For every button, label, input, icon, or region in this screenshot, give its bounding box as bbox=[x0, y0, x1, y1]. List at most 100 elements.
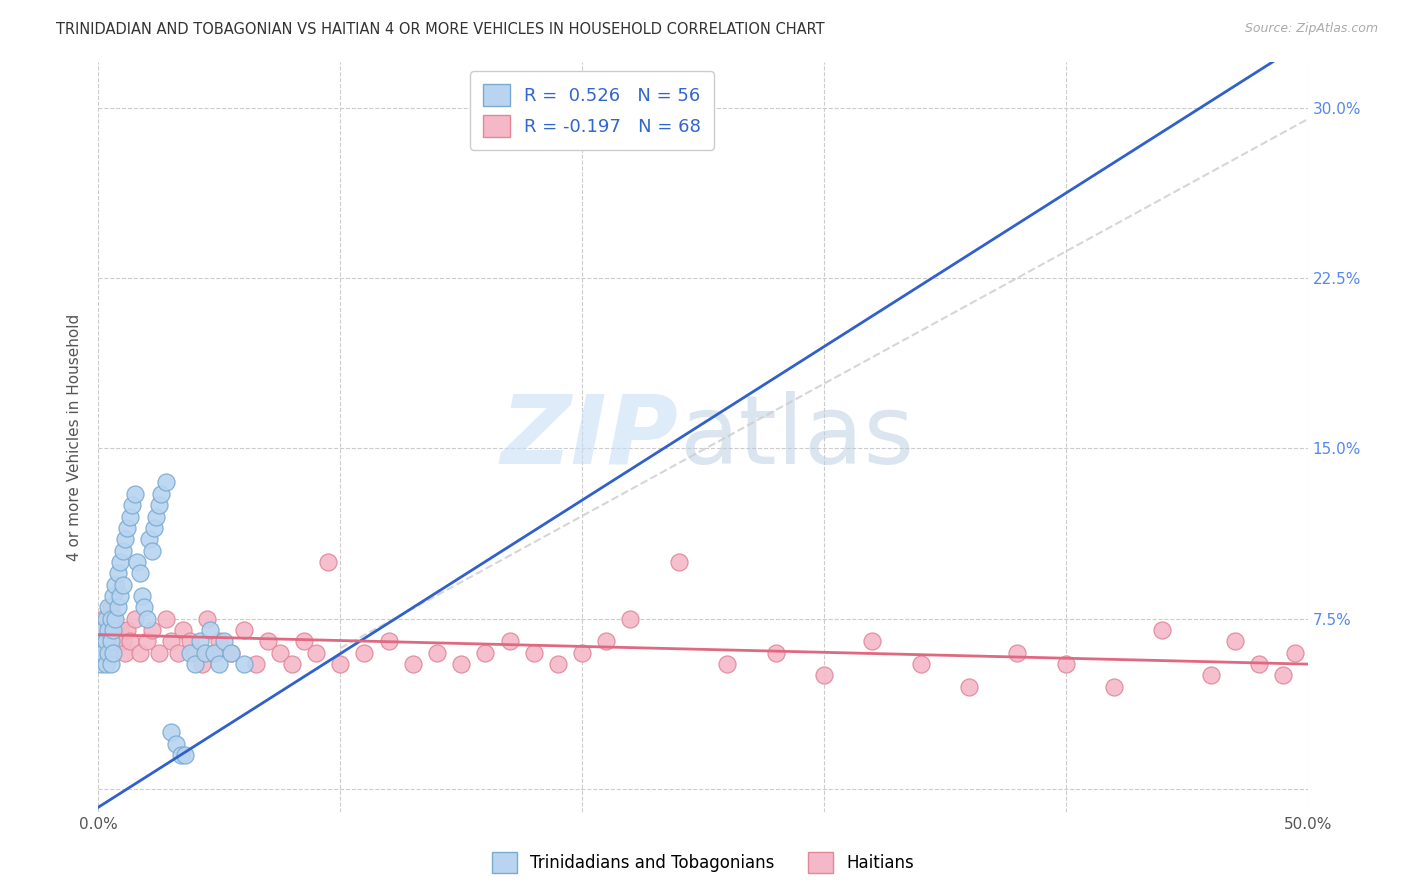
Point bbox=[91, 623, 114, 637]
Point bbox=[179, 646, 201, 660]
Point bbox=[595, 634, 617, 648]
Point bbox=[94, 634, 117, 648]
Point bbox=[107, 634, 129, 648]
Point bbox=[221, 646, 243, 660]
Point bbox=[89, 646, 111, 660]
Point bbox=[150, 487, 173, 501]
Point bbox=[97, 646, 120, 660]
Point bbox=[94, 634, 117, 648]
Point bbox=[188, 634, 211, 648]
Point bbox=[174, 747, 197, 762]
Point bbox=[104, 623, 127, 637]
Point bbox=[101, 612, 124, 626]
Point bbox=[143, 521, 166, 535]
Point bbox=[184, 657, 207, 672]
Point bbox=[498, 634, 520, 648]
Point bbox=[316, 555, 339, 569]
Point bbox=[523, 646, 546, 660]
Point bbox=[124, 487, 146, 501]
Point bbox=[128, 646, 150, 660]
Point bbox=[101, 634, 124, 648]
Point bbox=[160, 634, 183, 648]
Point bbox=[91, 612, 114, 626]
Point bbox=[114, 533, 136, 547]
Point bbox=[402, 657, 425, 672]
Point bbox=[111, 634, 134, 648]
Point bbox=[716, 657, 738, 672]
Point bbox=[1199, 668, 1222, 682]
Point bbox=[179, 634, 201, 648]
Point bbox=[104, 577, 127, 591]
Point bbox=[450, 657, 472, 672]
Point bbox=[208, 634, 231, 648]
Point bbox=[155, 612, 177, 626]
Point bbox=[353, 646, 375, 660]
Point bbox=[668, 555, 690, 569]
Point bbox=[134, 600, 156, 615]
Point bbox=[204, 646, 226, 660]
Point bbox=[141, 543, 163, 558]
Point bbox=[474, 646, 496, 660]
Point bbox=[194, 646, 217, 660]
Point bbox=[114, 646, 136, 660]
Point bbox=[167, 646, 190, 660]
Point bbox=[138, 533, 160, 547]
Point bbox=[198, 623, 221, 637]
Point bbox=[127, 555, 149, 569]
Point bbox=[184, 646, 207, 660]
Point bbox=[108, 589, 131, 603]
Point bbox=[329, 657, 352, 672]
Point bbox=[124, 612, 146, 626]
Point bbox=[547, 657, 569, 672]
Point bbox=[90, 634, 112, 648]
Point bbox=[101, 646, 124, 660]
Point bbox=[128, 566, 150, 581]
Point bbox=[111, 577, 134, 591]
Point bbox=[145, 509, 167, 524]
Point bbox=[292, 634, 315, 648]
Point bbox=[269, 646, 291, 660]
Point bbox=[910, 657, 932, 672]
Point bbox=[118, 634, 141, 648]
Point bbox=[1152, 623, 1174, 637]
Point bbox=[91, 646, 114, 660]
Point bbox=[172, 623, 194, 637]
Point bbox=[1102, 680, 1125, 694]
Point bbox=[118, 509, 141, 524]
Point bbox=[148, 498, 170, 512]
Point bbox=[165, 737, 187, 751]
Legend: R =  0.526   N = 56, R = -0.197   N = 68: R = 0.526 N = 56, R = -0.197 N = 68 bbox=[470, 71, 714, 150]
Text: ZIP: ZIP bbox=[501, 391, 679, 483]
Point bbox=[160, 725, 183, 739]
Point bbox=[100, 657, 122, 672]
Point bbox=[619, 612, 641, 626]
Point bbox=[256, 634, 278, 648]
Point bbox=[121, 498, 143, 512]
Point bbox=[195, 612, 218, 626]
Point bbox=[1284, 646, 1306, 660]
Point bbox=[111, 543, 134, 558]
Point bbox=[117, 521, 139, 535]
Point bbox=[101, 623, 124, 637]
Point bbox=[208, 657, 231, 672]
Point bbox=[108, 555, 131, 569]
Point bbox=[94, 612, 117, 626]
Point bbox=[1007, 646, 1029, 660]
Point bbox=[97, 623, 120, 637]
Point bbox=[108, 623, 131, 637]
Point bbox=[90, 657, 112, 672]
Point bbox=[135, 634, 157, 648]
Point bbox=[232, 657, 254, 672]
Point bbox=[169, 747, 191, 762]
Point bbox=[212, 634, 235, 648]
Point bbox=[377, 634, 399, 648]
Text: TRINIDADIAN AND TOBAGONIAN VS HAITIAN 4 OR MORE VEHICLES IN HOUSEHOLD CORRELATIO: TRINIDADIAN AND TOBAGONIAN VS HAITIAN 4 … bbox=[56, 22, 825, 37]
Point bbox=[97, 623, 120, 637]
Point bbox=[155, 475, 177, 490]
Point bbox=[97, 600, 120, 615]
Text: Source: ZipAtlas.com: Source: ZipAtlas.com bbox=[1244, 22, 1378, 36]
Point bbox=[1054, 657, 1077, 672]
Point bbox=[94, 657, 117, 672]
Point bbox=[100, 646, 122, 660]
Point bbox=[148, 646, 170, 660]
